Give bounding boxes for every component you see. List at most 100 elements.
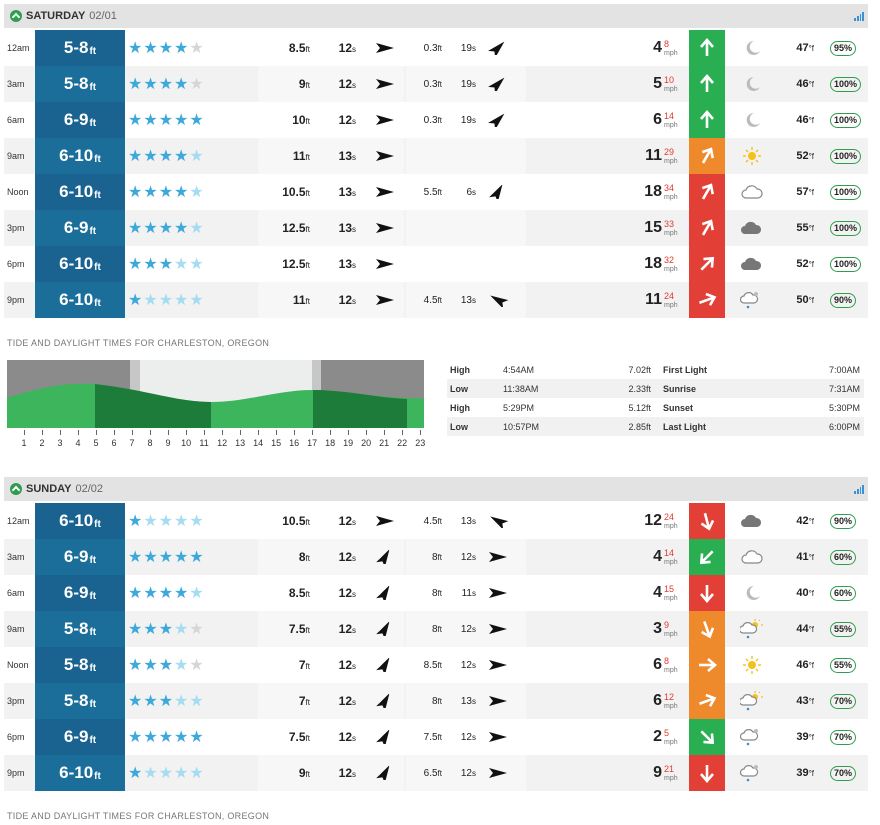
wind-gust: 8 mph: [664, 656, 678, 675]
star-icon: ★: [158, 585, 175, 602]
swell-period: 13s: [338, 257, 356, 271]
chevron-up-icon[interactable]: [10, 10, 22, 22]
rating-stars: ★★★★★: [125, 254, 259, 274]
swell-block: [258, 575, 404, 611]
forecast-row[interactable]: 3am 6-9 ft ★★★★★ 8ft 12s 8ft 12s 4 14 mph 41°f 60%: [4, 539, 868, 575]
secondary-swell-direction-icon: [487, 766, 509, 780]
hour-label: 9: [165, 438, 171, 448]
star-icon: ★: [189, 184, 205, 201]
star-icon: ★: [174, 76, 190, 93]
temperature: 46°f: [796, 78, 814, 90]
hour-label: 20: [361, 438, 372, 448]
forecast-row[interactable]: 3pm 5-8 ft ★★★★★ 7ft 12s 8ft 13s 6 12 mph 43°f 70%: [4, 683, 868, 719]
secondary-swell-direction-icon: [487, 730, 509, 744]
forecast-row[interactable]: 12am 5-8 ft ★★★★★ 8.5ft 12s 0.3ft 19s 4 8 mph 47°f 9…: [4, 30, 868, 66]
star-icon: ★: [128, 621, 144, 638]
forecast-row[interactable]: 6pm 6-10 ft ★★★★★ 12.5ft 13s 18 32 mph 52°f 100%: [4, 246, 868, 282]
forecast-row[interactable]: 6am 6-9 ft ★★★★★ 8.5ft 12s 8ft 11s 4 15 mph 40°f 60%: [4, 575, 868, 611]
signal-bars-icon[interactable]: [854, 11, 864, 21]
star-icon: ★: [128, 148, 144, 165]
swell-direction-icon: [374, 729, 396, 748]
secondary-swell-block: [406, 210, 526, 246]
wind-gust: 5 mph: [664, 728, 678, 747]
secondary-swell-direction-icon: [487, 658, 509, 672]
star-icon: ★: [143, 76, 159, 93]
surf-height: 5-8 ft: [35, 647, 125, 683]
signal-bars-icon[interactable]: [854, 484, 864, 494]
wind-speed: 18: [644, 255, 662, 272]
row-time: Noon: [7, 660, 29, 670]
swell-height: 10.5ft: [282, 514, 310, 528]
tide-time: 4:54AM: [503, 364, 535, 375]
swell-direction-icon: [374, 257, 396, 271]
star-icon: ★: [128, 765, 144, 782]
hour-label: 15: [271, 438, 282, 448]
secondary-swell-direction-icon: [487, 113, 509, 130]
secondary-swell-direction-icon: [487, 41, 509, 58]
probability-badge: 60%: [830, 550, 857, 565]
swell-height: 8.5ft: [288, 586, 310, 600]
surf-height: 6-10 ft: [35, 282, 125, 318]
surf-height: 6-9 ft: [35, 719, 125, 755]
forecast-row[interactable]: Noon 5-8 ft ★★★★★ 7ft 12s 8.5ft 12s 6 8 mph 46°f 55%: [4, 647, 868, 683]
wind-speed: 4: [653, 39, 662, 56]
wind-speed: 12: [644, 512, 662, 529]
forecast-rows: 12am 6-10 ft ★★★★★ 10.5ft 12s 4.5ft 13s 12 24 mph 4…: [4, 503, 868, 791]
secondary-swell-direction-icon: [487, 514, 509, 530]
hour-label: 14: [253, 438, 264, 448]
chevron-up-icon[interactable]: [10, 483, 22, 495]
swell-direction-icon: [374, 149, 396, 163]
temperature: 52°f: [796, 150, 814, 162]
forecast-row[interactable]: 9am 5-8 ft ★★★★★ 7.5ft 12s 8ft 12s 3 9 mph 44°f 55%: [4, 611, 868, 647]
wind-speed: 3: [653, 620, 662, 637]
secondary-swell-block: [406, 66, 526, 102]
hour-label: 11: [199, 438, 209, 448]
forecast-row[interactable]: 9pm 6-10 ft ★★★★★ 11ft 12s 4.5ft 13s 11 24 mph 50°f…: [4, 282, 868, 318]
star-icon: ★: [143, 112, 159, 129]
day-header[interactable]: SATURDAY 02/01: [4, 4, 868, 28]
hour-tick: [366, 430, 368, 435]
star-icon: ★: [128, 693, 144, 710]
swell-direction-icon: [374, 549, 396, 568]
secondary-swell-block: [406, 246, 526, 282]
secondary-swell-period: 11s: [461, 587, 476, 599]
temperature: 57°f: [796, 186, 814, 198]
tide-wave-dark: [313, 390, 407, 428]
star-icon: ★: [174, 549, 190, 566]
swell-period: 12s: [338, 658, 356, 672]
wind-direction-icon: [689, 611, 725, 647]
rating-stars: ★★★★★: [125, 146, 259, 166]
forecast-row[interactable]: 9am 6-10 ft ★★★★★ 11ft 13s 11 29 mph 52°f 100%: [4, 138, 868, 174]
forecast-row[interactable]: 9pm 6-10 ft ★★★★★ 9ft 12s 6.5ft 12s 9 21 mph 39°f 70…: [4, 755, 868, 791]
forecast-row[interactable]: 12am 6-10 ft ★★★★★ 10.5ft 12s 4.5ft 13s 12 24 mph 4…: [4, 503, 868, 539]
secondary-swell-height: 8.5ft: [423, 659, 442, 671]
swell-direction-icon: [374, 221, 396, 235]
secondary-swell-height: 8ft: [431, 551, 442, 563]
probability-badge: 100%: [830, 221, 862, 236]
star-icon: ★: [158, 765, 175, 782]
forecast-row[interactable]: 6am 6-9 ft ★★★★★ 10ft 12s 0.3ft 19s 6 14 mph 46°f 10…: [4, 102, 868, 138]
star-icon: ★: [158, 657, 175, 674]
forecast-row[interactable]: Noon 6-10 ft ★★★★★ 10.5ft 13s 5.5ft 6s 18 34 mph 57…: [4, 174, 868, 210]
star-icon: ★: [174, 621, 190, 638]
forecast-row[interactable]: 6pm 6-9 ft ★★★★★ 7.5ft 12s 7.5ft 12s 2 5 mph 39°f 70…: [4, 719, 868, 755]
hour-tick: [348, 430, 350, 435]
hour-label: 1: [21, 438, 27, 448]
hour-tick: [258, 430, 260, 435]
hour-tick: [402, 430, 404, 435]
day-sunday: SUNDAY 02/02 12am 6-10 ft ★★★★★ 10.5ft 12s 4.5…: [4, 477, 868, 791]
forecast-row[interactable]: 3pm 6-9 ft ★★★★★ 12.5ft 13s 15 33 mph 55°f 100%: [4, 210, 868, 246]
surf-height: 6-10 ft: [35, 503, 125, 539]
tide-row: High 5:29PM 5.12ft Sunset 5:30PM: [447, 398, 864, 417]
star-icon: ★: [174, 513, 190, 530]
surf-height: 5-8 ft: [35, 66, 125, 102]
daylight-label: Last Light: [663, 421, 706, 432]
day-header[interactable]: SUNDAY 02/02: [4, 477, 868, 501]
swell-period: 12s: [338, 730, 356, 744]
hour-label: 22: [397, 438, 408, 448]
cloud-outline-icon: [740, 547, 764, 567]
hour-tick: [276, 430, 278, 435]
forecast-row[interactable]: 3am 5-8 ft ★★★★★ 9ft 12s 0.3ft 19s 5 10 mph 46°f 100…: [4, 66, 868, 102]
rating-stars: ★★★★★: [125, 619, 259, 639]
secondary-swell-direction-icon: [487, 293, 509, 309]
